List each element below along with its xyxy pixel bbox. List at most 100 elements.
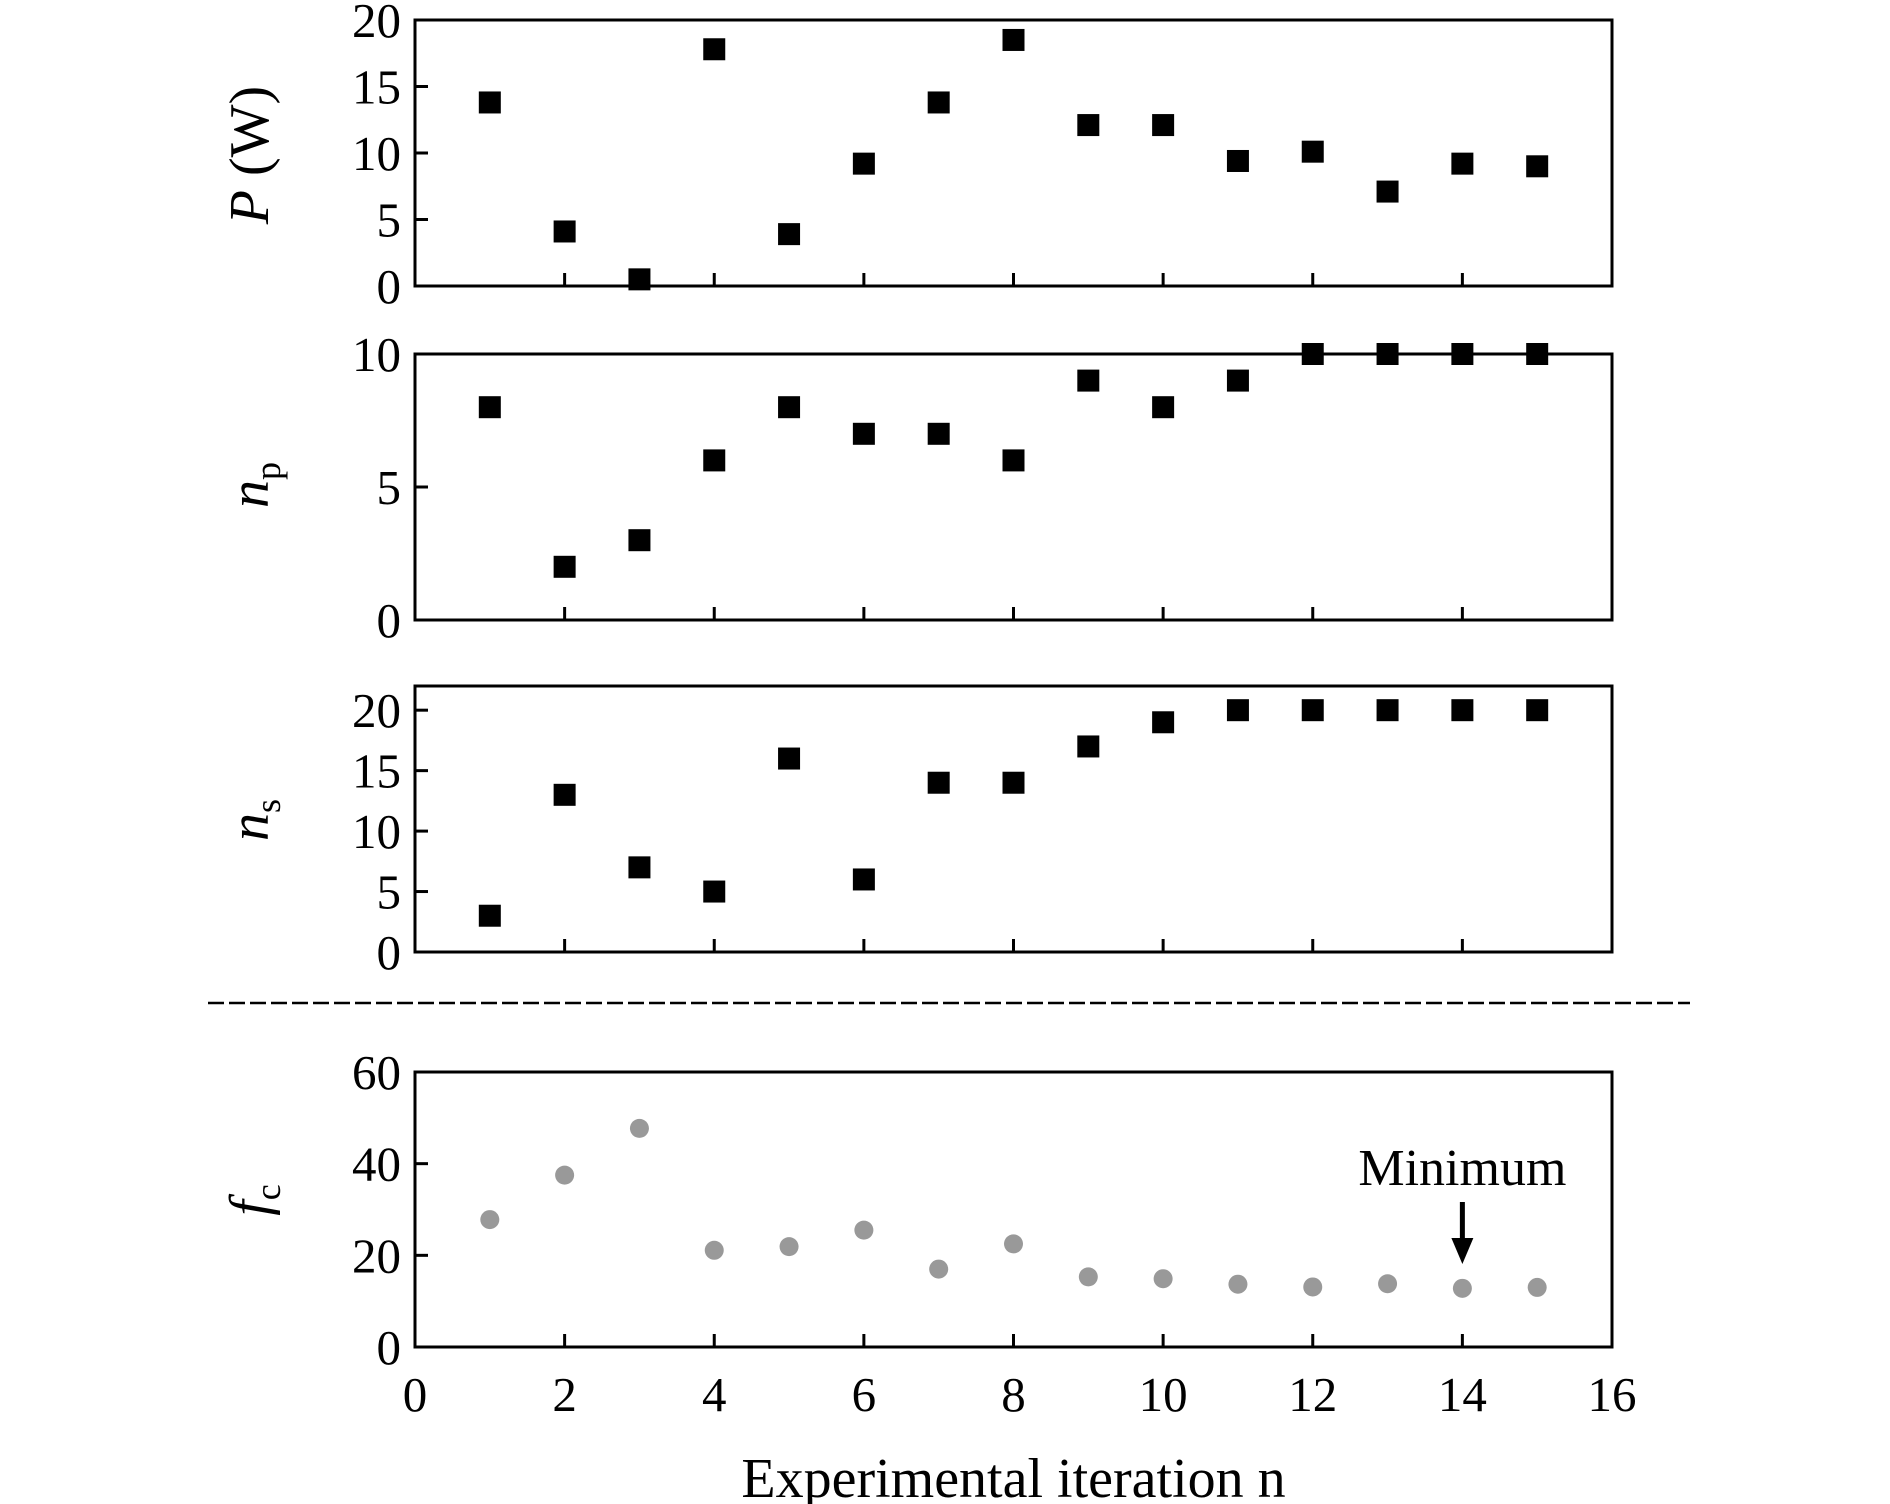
data-point: [1376, 343, 1399, 365]
data-point: [1004, 1234, 1023, 1254]
data-point: [1153, 1269, 1173, 1289]
data-point: [852, 422, 875, 445]
data-point: [1451, 343, 1474, 365]
data-point: [778, 396, 801, 419]
data-point: [1228, 1274, 1248, 1294]
data-point: [929, 1259, 949, 1279]
data-point: [1226, 369, 1249, 392]
data-point: [1077, 114, 1100, 137]
data-point: [480, 1210, 500, 1230]
y-axis-label: P (W): [219, 86, 281, 225]
y-axis-label: np: [219, 462, 288, 508]
data-point: [628, 529, 651, 552]
data-point: [1002, 771, 1025, 794]
y-axis-label-symbol: P: [219, 190, 281, 225]
data-point: [1452, 1278, 1472, 1298]
plot-frame: [413, 18, 1614, 288]
data-point: [927, 771, 950, 794]
x-tick-label: 10: [1139, 1367, 1188, 1422]
panel-cost-function: 0 20 40 60 0 2 4 6 8 10 12 14 16 fc Experimental itera…: [219, 1045, 1637, 1504]
data-point: [1301, 343, 1324, 365]
data-point: [629, 1118, 649, 1138]
data-point: [1526, 155, 1549, 178]
data-point: [703, 880, 726, 903]
data-point: [555, 1165, 575, 1185]
x-tick-label: 0: [403, 1367, 428, 1422]
x-tick-label: 14: [1438, 1367, 1487, 1422]
plot-frame: [413, 352, 1614, 622]
data-point: [852, 152, 875, 175]
data-point: [927, 422, 950, 445]
data-point: [478, 904, 501, 927]
data-point: [1152, 396, 1175, 419]
data-point: [1526, 343, 1549, 365]
y-tick-label: 20: [352, 683, 401, 738]
y-tick-label: 0: [377, 925, 402, 980]
plot-frame: [413, 1070, 1614, 1349]
y-tick-label: 60: [352, 1045, 401, 1100]
data-point: [852, 868, 875, 891]
data-point: [778, 223, 801, 246]
annotation-arrow-head: [1451, 1238, 1474, 1264]
y-tick-label: 10: [352, 126, 401, 181]
y-tick-label: 0: [377, 593, 402, 648]
y-tick-label: 5: [377, 193, 402, 248]
data-point: [1002, 449, 1025, 472]
data-point: [478, 396, 501, 419]
panel-parallel-count: 0 5 10 np: [219, 327, 1614, 648]
data-point: [779, 1237, 799, 1257]
data-point: [1226, 149, 1249, 172]
data-point: [1301, 140, 1324, 163]
data-point: [854, 1220, 874, 1240]
y-axis-label-unit: (W): [219, 86, 281, 190]
data-point: [553, 220, 576, 243]
data-point: [1527, 1277, 1547, 1297]
data-point: [1152, 114, 1175, 137]
y-axis-label-symbol: n: [219, 480, 281, 508]
data-point: [1376, 180, 1399, 203]
y-axis-label: fc: [219, 1184, 288, 1216]
y-tick-label: 15: [352, 60, 401, 115]
data-point: [778, 747, 801, 770]
y-tick-label: 15: [352, 744, 401, 799]
data-point: [1077, 369, 1100, 392]
data-point: [628, 268, 651, 291]
data-point: [1526, 699, 1549, 722]
y-axis-label-subscript: s: [248, 799, 288, 813]
data-point: [1077, 735, 1100, 758]
x-tick-label: 6: [852, 1367, 877, 1422]
data-point: [1002, 28, 1025, 51]
x-tick-label: 2: [552, 1367, 577, 1422]
plot-frame: [413, 684, 1614, 954]
data-point: [1226, 699, 1249, 722]
data-point: [1378, 1274, 1398, 1294]
x-tick-label: 8: [1001, 1367, 1026, 1422]
x-tick-label: 4: [702, 1367, 727, 1422]
data-point: [1376, 699, 1399, 722]
y-tick-label: 5: [377, 865, 402, 920]
data-point: [553, 555, 576, 578]
data-point: [478, 91, 501, 114]
data-point: [1451, 152, 1474, 175]
data-point: [927, 91, 950, 114]
y-axis-label-subscript: c: [248, 1184, 288, 1200]
data-point: [1301, 699, 1324, 722]
data-point: [1303, 1277, 1323, 1297]
y-axis-label: ns: [219, 799, 288, 841]
x-axis-label: Experimental iteration n: [741, 1448, 1285, 1504]
data-point: [553, 783, 576, 806]
y-axis-label-subscript: p: [248, 462, 288, 480]
data-point: [703, 38, 726, 61]
y-tick-label: 10: [352, 804, 401, 859]
y-tick-label: 20: [352, 1228, 401, 1283]
y-tick-label: 5: [377, 460, 402, 515]
data-point: [628, 856, 651, 879]
y-tick-label: 10: [352, 327, 401, 382]
panel-power: 0 5 10 15 20 P (W): [219, 0, 1614, 314]
x-tick-label: 16: [1588, 1367, 1637, 1422]
minimum-annotation: Minimum: [1358, 1140, 1566, 1197]
data-point: [704, 1240, 724, 1260]
y-tick-label: 0: [377, 1320, 402, 1375]
